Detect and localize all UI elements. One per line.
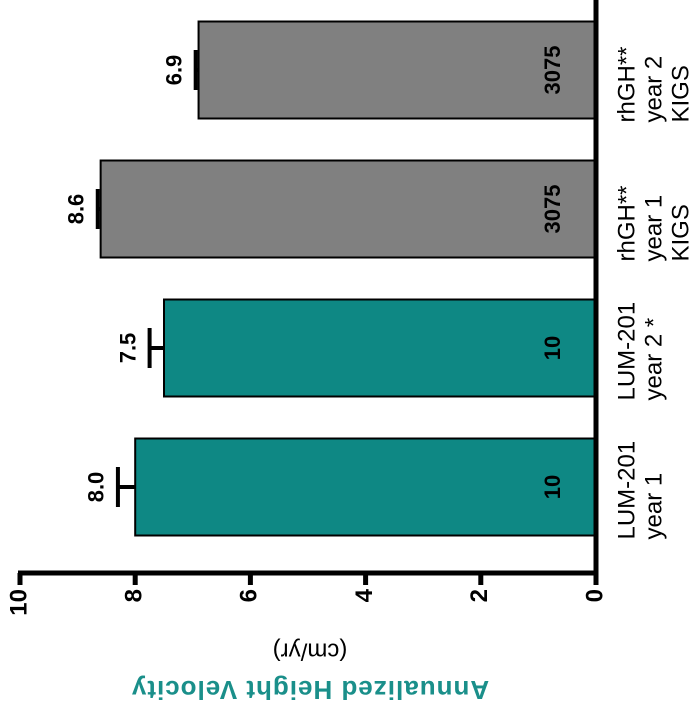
y-tick-label: 4 [351, 588, 378, 602]
x-tick-label: year 1 [640, 195, 667, 262]
n-label: 3075 [540, 185, 565, 234]
axis-unit: (cm/yr) [273, 638, 348, 665]
x-tick-label: year 2 [640, 56, 667, 123]
x-tick-label: year 1 [640, 473, 667, 540]
n-label: 10 [540, 336, 565, 360]
x-tick-label: KIGS [667, 204, 692, 261]
value-label: 8.6 [64, 194, 89, 225]
y-tick-label: 6 [236, 589, 263, 602]
y-tick-label: 0 [581, 589, 608, 602]
plot-area: Annualized Height Velocity (cm/yr) 0 2 4 6 8… [5, 0, 692, 705]
value-label: 7.5 [115, 333, 140, 364]
value-label: 6.9 [161, 55, 186, 86]
y-tick-label: 2 [466, 589, 493, 602]
n-label: 10 [540, 475, 565, 499]
x-tick-label: LUM-201 [613, 441, 640, 540]
bar [99, 159, 597, 259]
n-label: 3075 [540, 46, 565, 95]
bar [163, 298, 597, 398]
x-tick-label: year 2 * [640, 318, 667, 401]
bar [134, 437, 597, 537]
x-tick-label: LUM-201 [613, 302, 640, 401]
bar [197, 20, 597, 120]
y-tick-label: 10 [5, 589, 32, 616]
x-tick-label: KIGS [667, 65, 692, 122]
x-tick-label: rhGH** [613, 185, 640, 261]
x-tick-label: rhGH** [613, 46, 640, 122]
value-label: 8.0 [84, 472, 109, 503]
y-tick-label: 8 [121, 589, 148, 602]
axis-title: Annualized Height Velocity [131, 675, 489, 705]
